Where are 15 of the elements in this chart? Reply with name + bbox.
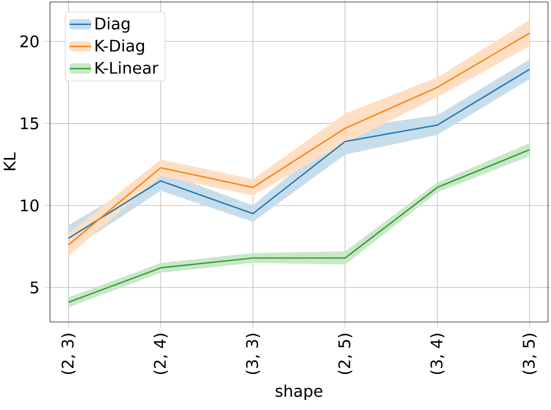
x-tick-label: (2, 4) — [154, 334, 168, 374]
y-tick-label: 20 — [20, 35, 39, 48]
y-axis-title: KL — [4, 152, 16, 170]
y-tick-label: 5 — [30, 282, 38, 294]
x-axis-title: shape — [276, 384, 322, 400]
x-tick-label: (2, 3) — [61, 334, 76, 374]
legend-label: Diag — [96, 17, 130, 33]
y-tick-label: 10 — [21, 199, 39, 212]
legend-label: K-Linear — [96, 62, 158, 74]
x-tick-label: (3, 5) — [522, 334, 537, 374]
x-tick-label: (3, 3) — [246, 334, 260, 374]
x-tick-label: (2, 5) — [338, 334, 352, 374]
y-tick-label: 15 — [21, 117, 38, 130]
legend-label: K-Diag — [96, 39, 144, 55]
x-tick-label: (3, 4) — [430, 334, 444, 374]
